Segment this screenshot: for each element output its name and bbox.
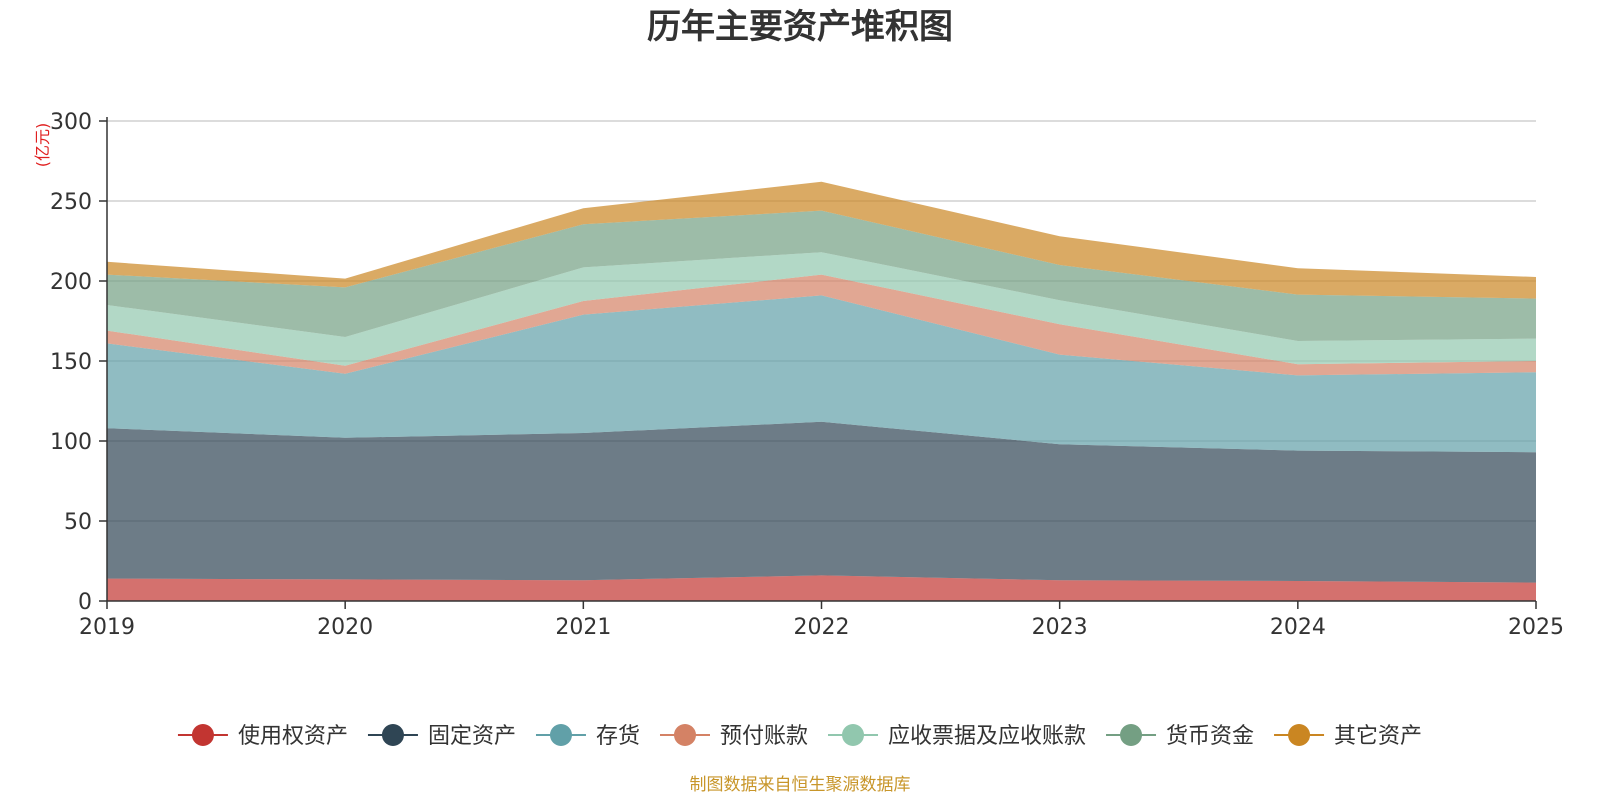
area-series-货币资金	[107, 210, 1536, 341]
x-tick-label: 2025	[1508, 615, 1564, 640]
legend-circle-marker	[673, 724, 696, 746]
x-tick-label: 2020	[317, 615, 373, 640]
y-tick-label: 300	[50, 110, 92, 135]
legend-label: 固定资产	[428, 724, 516, 749]
legend-circle-marker	[549, 724, 572, 746]
legend-item-存货[interactable]: 存货	[535, 724, 640, 749]
x-tick-label: 2023	[1032, 615, 1088, 640]
legend-item-预付账款[interactable]: 预付账款	[659, 724, 808, 749]
chart-title: 历年主要资产堆积图	[647, 7, 953, 47]
y-tick-label: 100	[50, 430, 92, 455]
legend-item-固定资产[interactable]: 固定资产	[367, 724, 516, 749]
y-tick-label: 50	[64, 510, 92, 535]
legend-item-货币资金[interactable]: 货币资金	[1106, 724, 1254, 749]
area-series-预付账款	[107, 274, 1536, 376]
legend-item-应收票据及应收账款[interactable]: 应收票据及应收账款	[828, 724, 1086, 749]
legend-circle-marker	[842, 724, 865, 746]
y-tick-label: 200	[50, 270, 92, 295]
y-tick-label: 250	[50, 190, 92, 215]
x-tick-label: 2022	[794, 615, 850, 640]
y-tick-label: 150	[50, 350, 92, 375]
legend-item-其它资产[interactable]: 其它资产	[1274, 724, 1422, 749]
data-source-note: 制图数据来自恒生聚源数据库	[690, 775, 911, 795]
area-series-应收票据及应收账款	[107, 252, 1536, 366]
area-series-固定资产	[107, 421, 1536, 583]
x-tick-label: 2019	[79, 615, 135, 640]
legend-item-使用权资产[interactable]: 使用权资产	[177, 724, 348, 749]
legend-label: 存货	[596, 724, 640, 749]
legend-circle-marker	[1120, 724, 1143, 746]
legend[interactable]: 使用权资产 固定资产 存货 预付账款 应收票据及应收账款 货币资金 其它资产	[177, 724, 1422, 749]
legend-circle-marker	[381, 724, 404, 746]
x-tick-label: 2024	[1270, 615, 1326, 640]
area-series-其它资产	[107, 181, 1536, 299]
x-tick-label: 2021	[555, 615, 611, 640]
legend-label: 应收票据及应收账款	[888, 724, 1086, 749]
y-tick-label: 0	[78, 590, 92, 615]
y-axis-unit-label: (亿元)	[33, 123, 52, 168]
area-series-存货	[107, 295, 1536, 453]
legend-label: 预付账款	[720, 724, 808, 749]
legend-label: 其它资产	[1334, 724, 1422, 749]
legend-circle-marker	[191, 724, 214, 746]
area-series-使用权资产	[107, 575, 1536, 601]
legend-label: 货币资金	[1166, 724, 1254, 749]
legend-label: 使用权资产	[238, 724, 348, 749]
area-series-group	[107, 181, 1536, 601]
axes: 0 50 100 150 200 250 300 2019 2020 2021 2022 2023 20…	[50, 110, 1564, 640]
legend-circle-marker	[1288, 724, 1311, 746]
